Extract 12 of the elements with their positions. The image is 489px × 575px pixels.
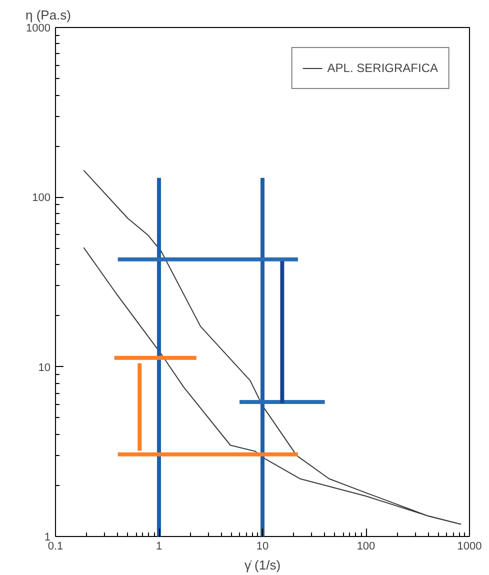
y-axis-title: η (Pa.s) — [26, 8, 72, 22]
x-tick-label: 100 — [356, 540, 376, 552]
x-tick-label: 10 — [256, 540, 269, 552]
x-axis-title: γ̇ (1/s) — [244, 558, 281, 572]
x-tick-label: 1000 — [457, 540, 482, 552]
y-tick-label: 10 — [38, 362, 51, 374]
legend-label: APL. SERIGRAFICA — [327, 61, 438, 75]
x-tick-label: 0.1 — [48, 540, 64, 552]
y-tick-label: 1 — [44, 532, 51, 544]
y-tick-label: 1000 — [26, 22, 51, 34]
x-tick-label: 1 — [156, 540, 162, 552]
y-tick-label: 100 — [32, 192, 51, 204]
